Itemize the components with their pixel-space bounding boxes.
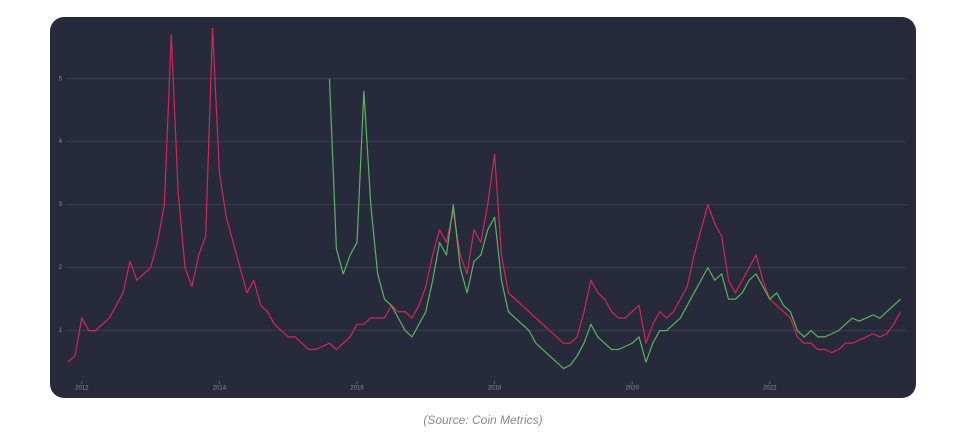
y-tick-label: 4 (59, 139, 63, 145)
y-tick-label: 2 (59, 265, 63, 271)
chart-panel (50, 17, 916, 398)
x-tick-label: 2012 (75, 386, 89, 392)
y-tick-label: 1 (59, 328, 63, 334)
x-tick-label: 2014 (213, 386, 227, 392)
x-tick-label: 2018 (488, 386, 502, 392)
x-tick-label: 2022 (763, 386, 777, 392)
series-line (328, 78, 901, 369)
y-tick-label: 5 (59, 76, 63, 82)
caption: (Source: Coin Metrics) (423, 413, 542, 427)
y-tick-label: 3 (59, 202, 63, 208)
x-tick-label: 2020 (626, 386, 640, 392)
x-tick-label: 2016 (350, 386, 364, 392)
series-line (67, 27, 902, 363)
